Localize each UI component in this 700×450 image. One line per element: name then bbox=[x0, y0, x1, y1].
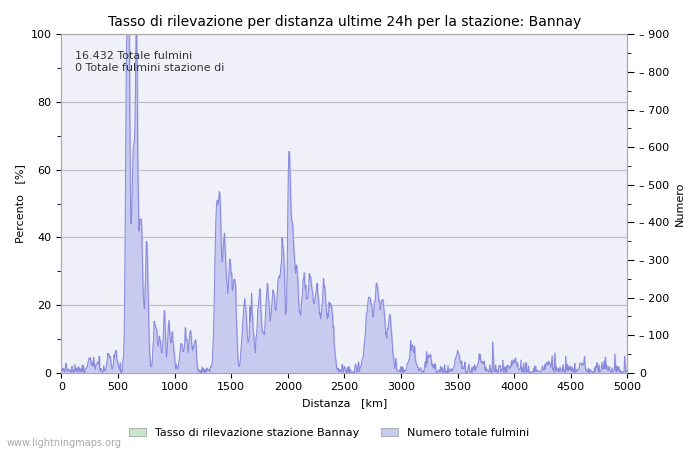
Text: www.lightningmaps.org: www.lightningmaps.org bbox=[7, 438, 122, 448]
Text: 16.432 Totale fulmini
0 Totale fulmini stazione di: 16.432 Totale fulmini 0 Totale fulmini s… bbox=[76, 51, 225, 73]
Y-axis label: Numero: Numero bbox=[675, 181, 685, 226]
Y-axis label: Percento   [%]: Percento [%] bbox=[15, 164, 25, 243]
X-axis label: Distanza   [km]: Distanza [km] bbox=[302, 398, 387, 408]
Legend: Tasso di rilevazione stazione Bannay, Numero totale fulmini: Tasso di rilevazione stazione Bannay, Nu… bbox=[125, 423, 533, 442]
Title: Tasso di rilevazione per distanza ultime 24h per la stazione: Bannay: Tasso di rilevazione per distanza ultime… bbox=[108, 15, 581, 29]
